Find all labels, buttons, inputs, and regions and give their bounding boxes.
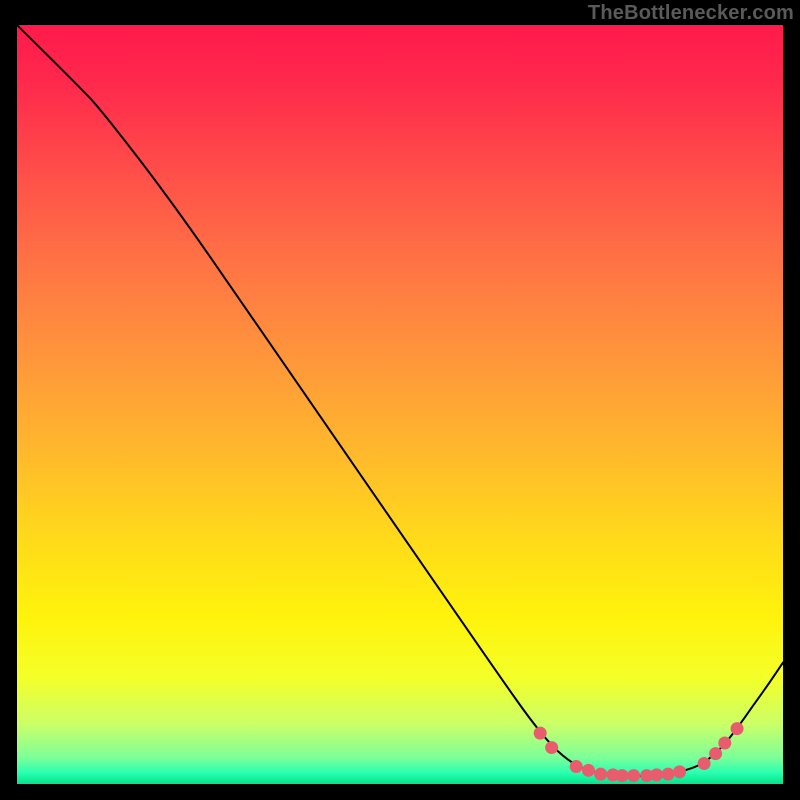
- data-marker: [731, 722, 744, 735]
- data-marker: [582, 764, 595, 777]
- chart-svg: [17, 25, 783, 784]
- data-marker: [594, 768, 607, 781]
- data-marker: [662, 768, 675, 781]
- chart-container: TheBottlenecker.com: [0, 0, 800, 800]
- data-marker: [709, 747, 722, 760]
- data-marker: [570, 760, 583, 773]
- data-marker: [534, 727, 547, 740]
- data-marker: [545, 741, 558, 754]
- data-marker: [616, 769, 629, 782]
- data-marker: [718, 737, 731, 750]
- data-marker: [698, 757, 711, 770]
- data-marker: [650, 768, 663, 781]
- data-marker: [627, 769, 640, 782]
- watermark-text: TheBottlenecker.com: [588, 2, 794, 25]
- gradient-background: [17, 25, 783, 784]
- data-marker: [673, 765, 686, 778]
- plot-area: [17, 25, 783, 784]
